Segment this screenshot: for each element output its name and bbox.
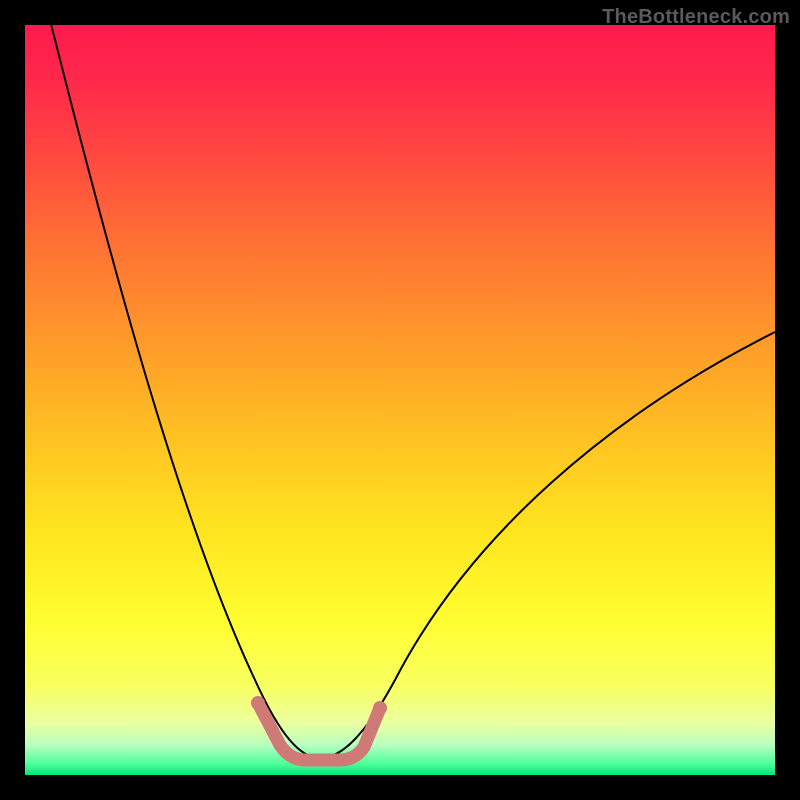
marker-endpoint-right: [373, 701, 387, 715]
gradient-background: [25, 25, 775, 775]
chart-svg: [0, 0, 800, 800]
chart-container: TheBottleneck.com: [0, 0, 800, 800]
watermark-text: TheBottleneck.com: [602, 6, 790, 29]
marker-endpoint-left: [251, 696, 265, 710]
